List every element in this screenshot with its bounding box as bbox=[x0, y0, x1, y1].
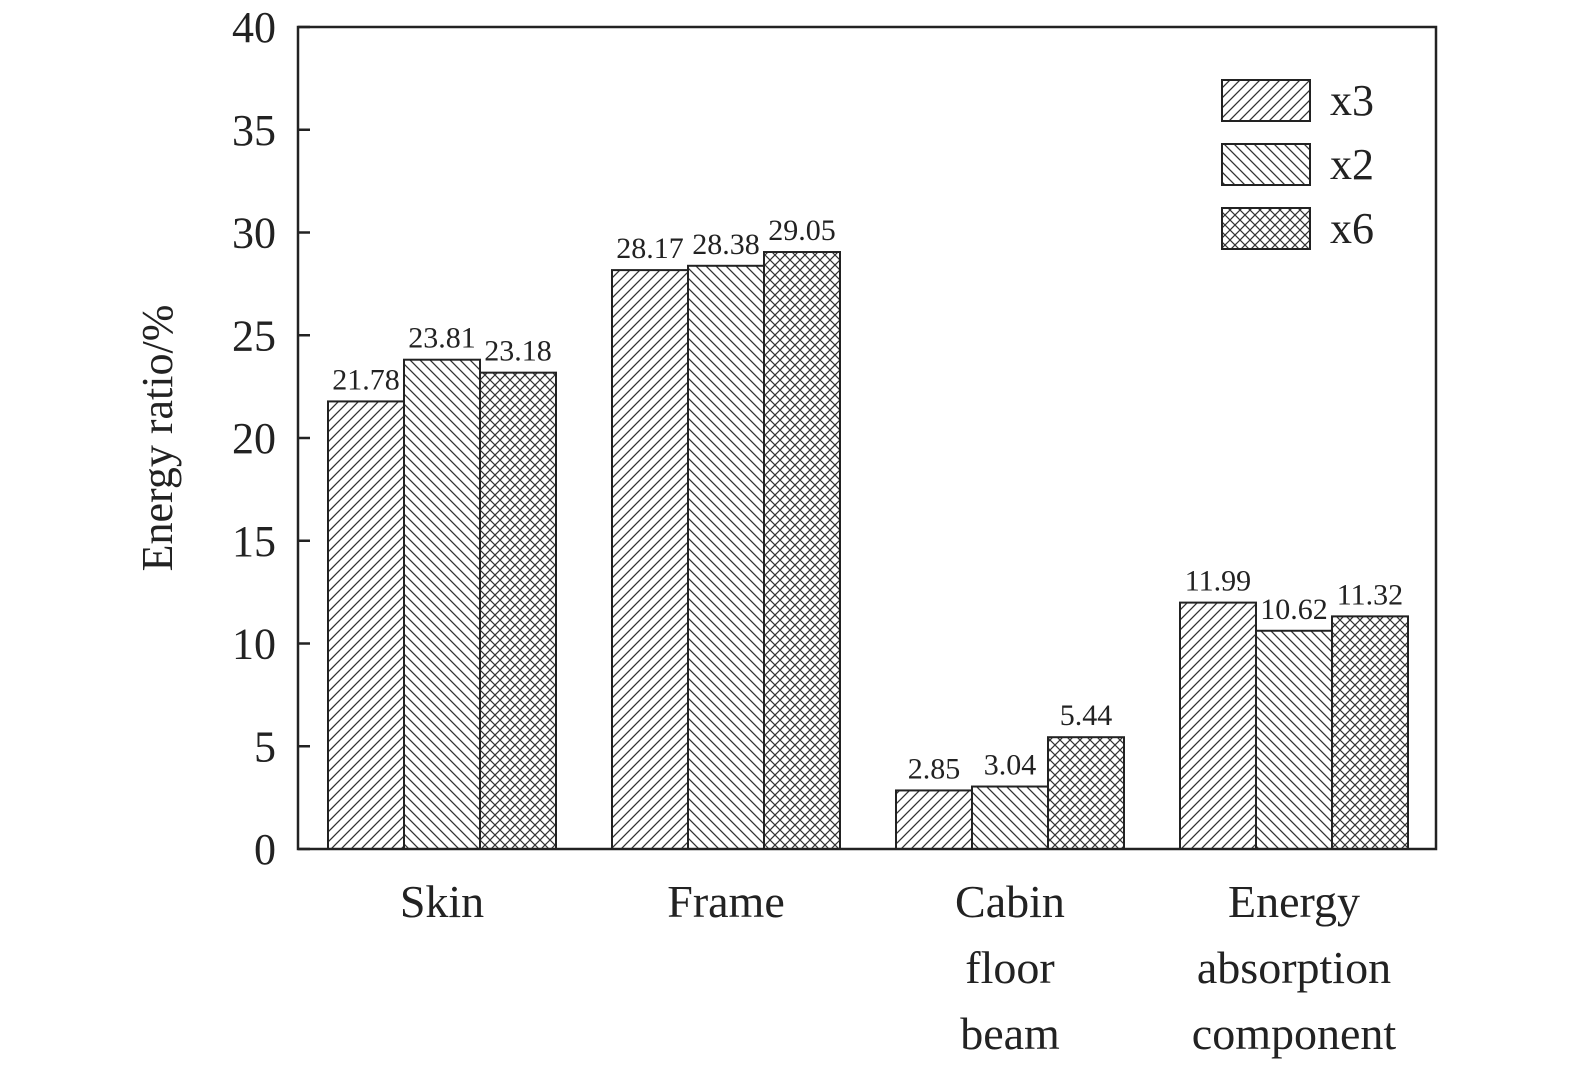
data-label: 23.81 bbox=[408, 322, 476, 355]
data-label: 28.38 bbox=[692, 228, 760, 261]
legend-label: x6 bbox=[1330, 204, 1374, 253]
bar-x3-1 bbox=[611, 269, 689, 850]
x-axis: Skin Frame Cabin floor beam Energy absorption c… bbox=[400, 876, 1397, 1059]
data-label: 5.44 bbox=[1060, 699, 1113, 732]
x-category-label: Energy bbox=[1228, 876, 1360, 927]
bar-x3-0 bbox=[327, 400, 405, 850]
y-tick-label: 40 bbox=[232, 3, 276, 52]
data-label: 3.04 bbox=[984, 749, 1037, 782]
bar-x2-1 bbox=[687, 264, 765, 850]
y-axis: 0 5 10 15 20 25 30 35 40 bbox=[232, 3, 310, 874]
bar-x6-0 bbox=[479, 371, 557, 850]
y-tick-label: 15 bbox=[232, 517, 276, 566]
x-category-label: floor bbox=[965, 942, 1054, 993]
bar-x2-0 bbox=[403, 358, 481, 850]
data-label: 2.85 bbox=[908, 752, 961, 785]
y-tick-label: 0 bbox=[254, 825, 276, 874]
bar-x6-3 bbox=[1331, 615, 1409, 851]
data-label: 23.18 bbox=[484, 335, 552, 368]
bar-x6-1 bbox=[763, 251, 841, 850]
x-category-label: beam bbox=[960, 1008, 1060, 1059]
x-category-label: component bbox=[1192, 1008, 1397, 1059]
legend-swatch-x2 bbox=[1221, 143, 1311, 186]
y-tick-label: 20 bbox=[232, 414, 276, 463]
legend-label: x3 bbox=[1330, 76, 1374, 125]
legend-label: x2 bbox=[1330, 140, 1374, 189]
x-category-label: Frame bbox=[667, 876, 785, 927]
legend: x3 x2 x6 bbox=[1221, 76, 1374, 253]
bar-x2-3 bbox=[1255, 629, 1333, 850]
y-tick-label: 25 bbox=[232, 311, 276, 360]
x-category-label: Skin bbox=[400, 876, 484, 927]
y-tick-label: 30 bbox=[232, 209, 276, 258]
data-label: 11.99 bbox=[1185, 565, 1251, 598]
legend-swatch-x6 bbox=[1221, 207, 1311, 250]
data-label: 21.78 bbox=[332, 363, 400, 396]
data-label: 29.05 bbox=[768, 214, 836, 247]
x-category-label: absorption bbox=[1197, 942, 1391, 993]
y-tick-label: 5 bbox=[254, 722, 276, 771]
bar-x2-2 bbox=[971, 785, 1049, 851]
y-axis-title: Energy ratio/% bbox=[133, 305, 182, 572]
legend-swatch-x3 bbox=[1221, 79, 1311, 122]
data-label: 28.17 bbox=[616, 232, 684, 265]
bar-x6-2 bbox=[1047, 736, 1125, 851]
y-tick-label: 10 bbox=[232, 620, 276, 669]
data-label: 10.62 bbox=[1260, 593, 1328, 626]
bar-x3-3 bbox=[1179, 601, 1257, 851]
data-label: 11.32 bbox=[1337, 578, 1403, 611]
bar-x3-2 bbox=[895, 789, 973, 850]
y-tick-label: 35 bbox=[232, 106, 276, 155]
data-labels-layer: 21.78 28.17 2.85 11.99 23.81 28.38 3.04 10.62 23… bbox=[332, 214, 1403, 785]
bars-layer bbox=[327, 251, 1409, 851]
x-category-label: Cabin bbox=[955, 876, 1065, 927]
